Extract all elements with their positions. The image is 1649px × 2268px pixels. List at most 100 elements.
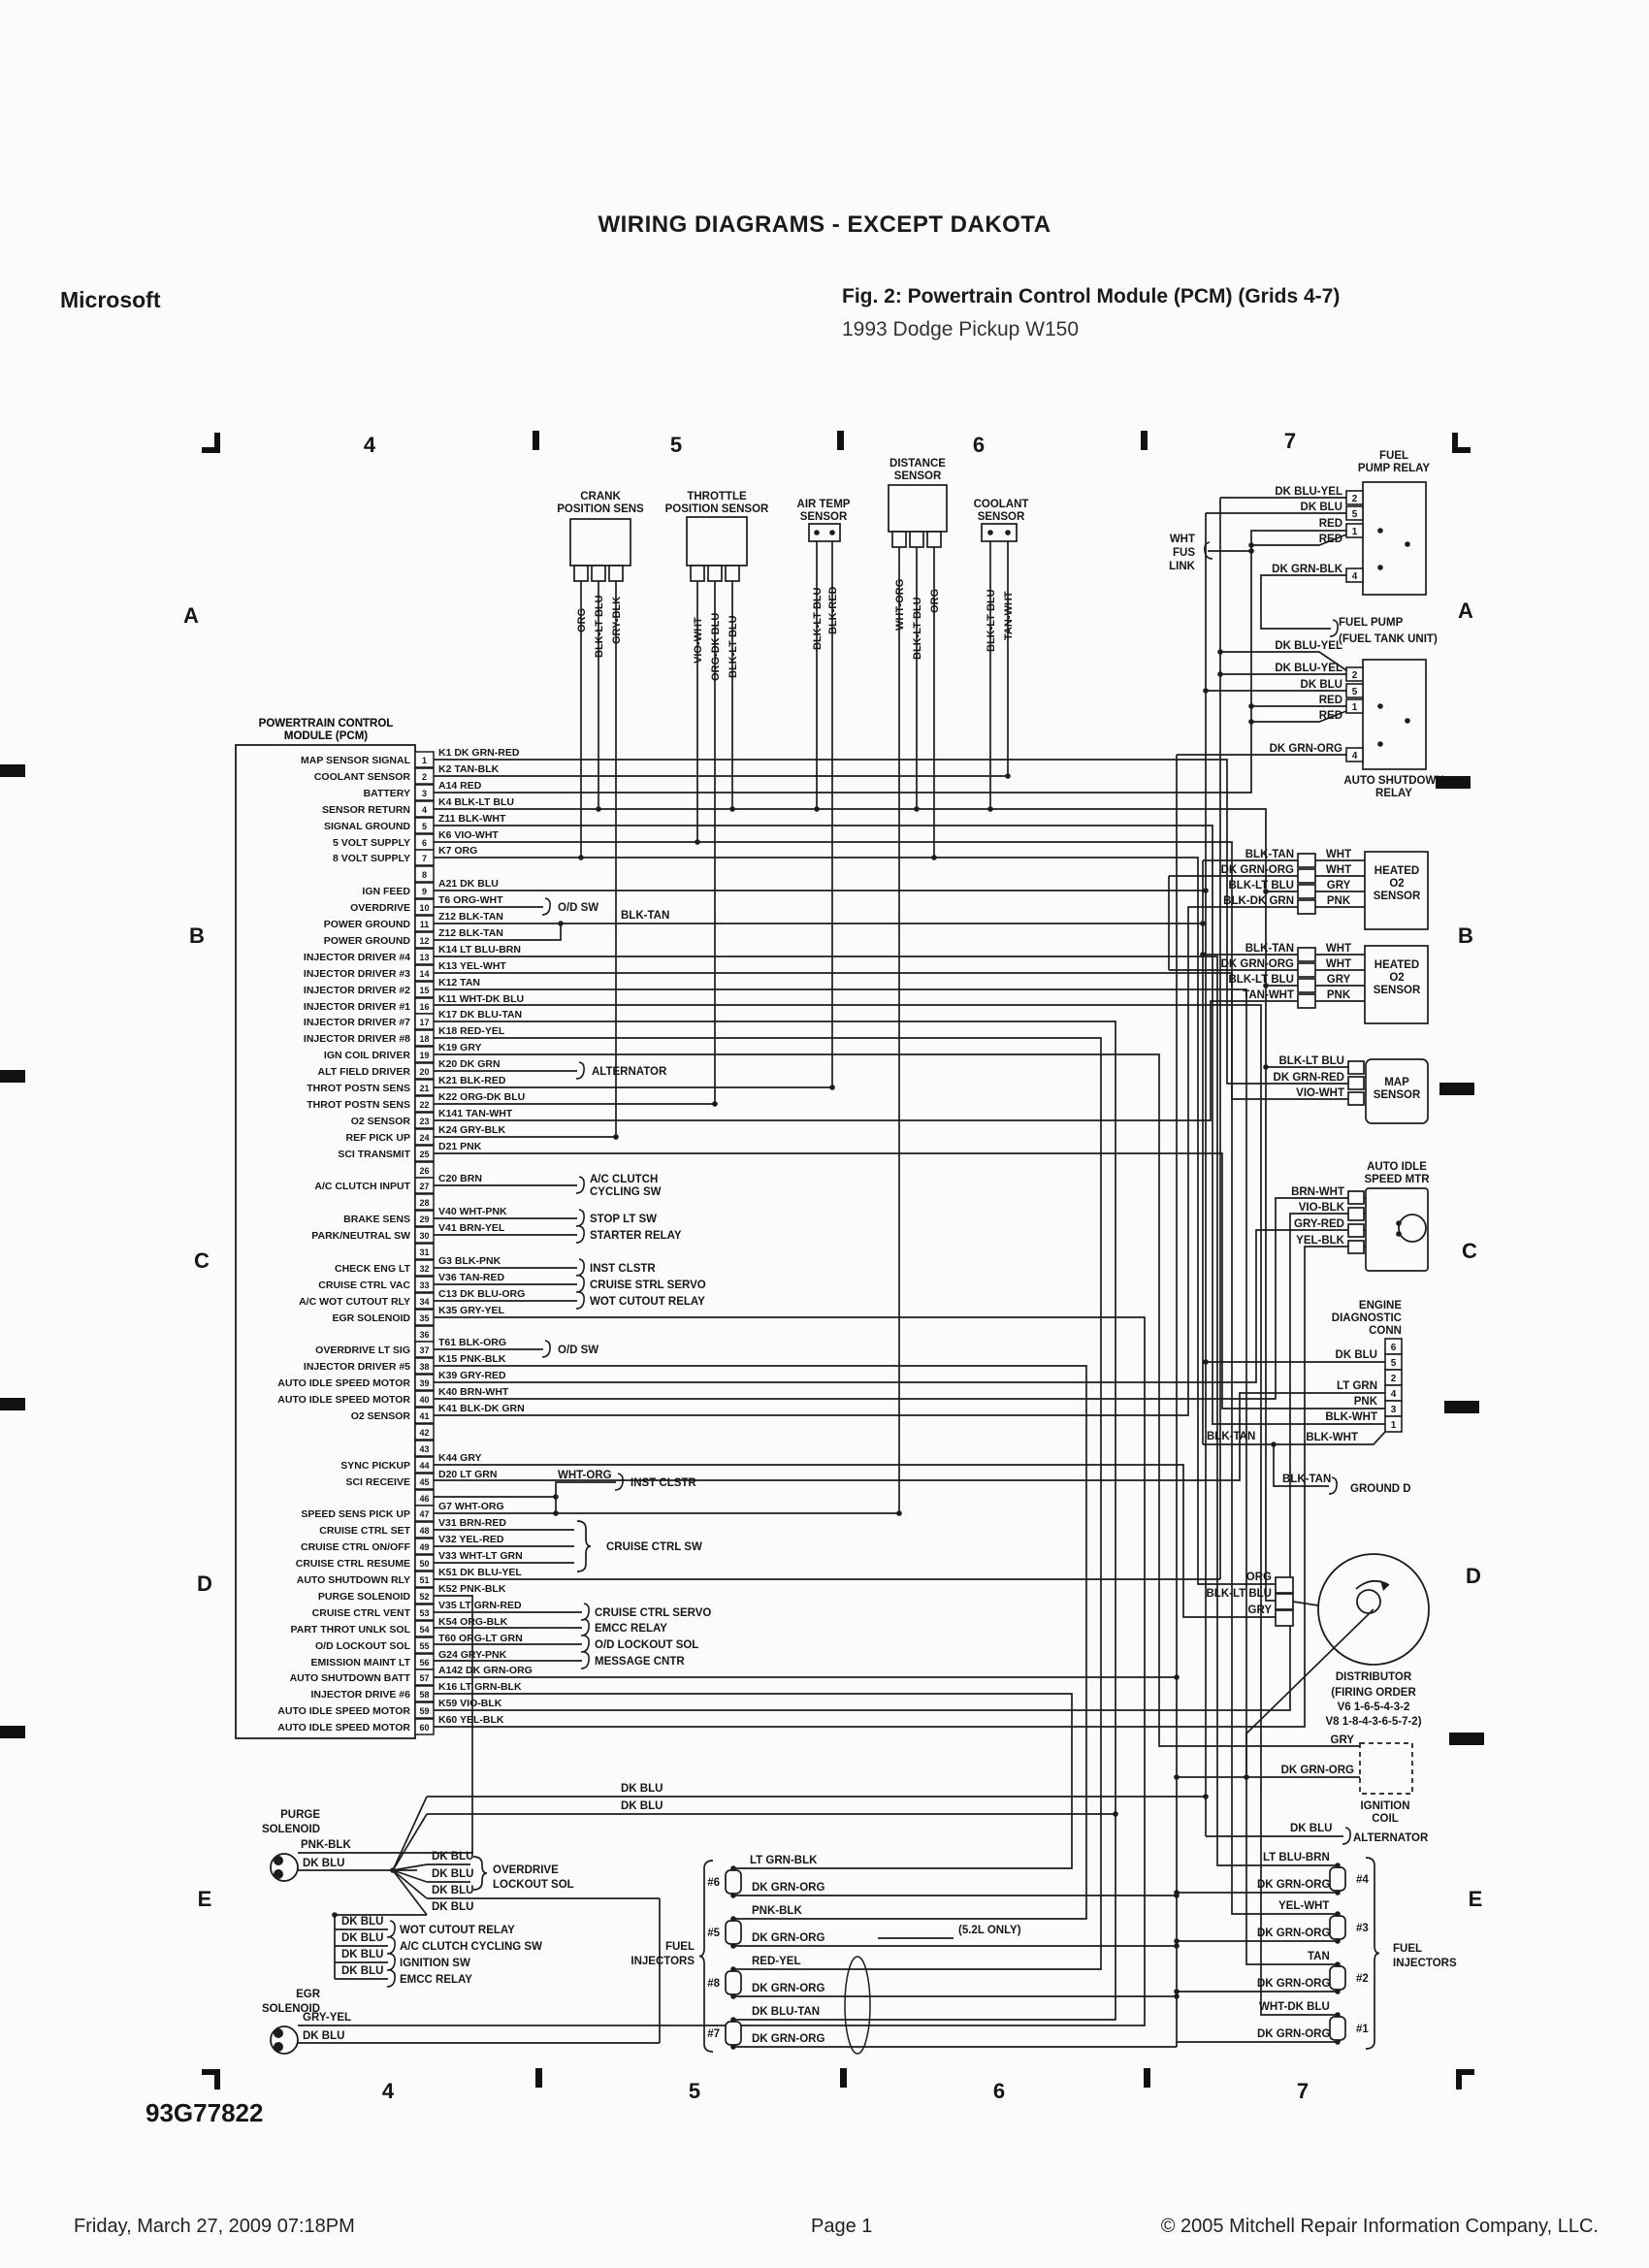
pcm-pin-function: O2 SENSOR <box>351 1410 411 1422</box>
junction-dot <box>914 806 920 812</box>
diagram-label: PNK <box>1327 895 1351 907</box>
wire <box>434 1000 1298 1121</box>
pcm-wire-label: G24 GRY-PNK <box>438 1649 507 1661</box>
diagram-label: WHT <box>1326 864 1351 876</box>
pcm-pin-box <box>414 948 435 965</box>
pcm-pin-function: EGR SOLENOID <box>332 1312 410 1324</box>
pcm-pin-number: 45 <box>419 1477 429 1487</box>
diagram-label: RED <box>1319 695 1342 706</box>
component-box <box>1347 1076 1365 1090</box>
component-box <box>1364 851 1429 930</box>
diagram-label: DK BLU <box>303 1858 344 1869</box>
pcm-pin-function: IGN FEED <box>362 886 410 897</box>
diagram-label: ALTERNATOR <box>1353 1832 1429 1844</box>
diagram-label: BLK-LT BLU <box>986 589 997 652</box>
diagram-label: GRY <box>1248 1604 1273 1616</box>
pcm-pin-box <box>414 1128 435 1146</box>
diagram-label: BLK-LT BLU <box>1207 1588 1273 1600</box>
component-box <box>1297 899 1316 915</box>
junction-dot <box>730 2044 736 2050</box>
registration-mark <box>0 1070 25 1083</box>
wire <box>1292 1601 1319 1606</box>
junction-dot <box>578 855 584 860</box>
junction-dot <box>1263 889 1269 894</box>
pcm-pin-number: 32 <box>419 1264 429 1274</box>
junction-dot <box>1203 1794 1209 1799</box>
pin-box <box>1345 747 1364 762</box>
pcm-pin-function: CRUISE CTRL VAC <box>318 1280 410 1291</box>
pcm-wire-label: D21 PNK <box>438 1141 482 1152</box>
footer-page-number: Page 1 <box>811 2216 873 2237</box>
pcm-wire-label: Z12 BLK-TAN <box>438 911 503 923</box>
diagram-label: STOP LT SW <box>590 1214 657 1225</box>
diagram-label: FUEL <box>1379 450 1408 462</box>
wire <box>434 1021 1116 2021</box>
diagram-label: INST CLSTR <box>630 1477 696 1489</box>
diagram-label: GRY-BLK <box>611 597 623 644</box>
pcm-pin-box <box>414 784 435 801</box>
diagram-label: ORG <box>1246 1571 1272 1583</box>
pcm-wire-label: V31 BRN-RED <box>438 1517 506 1529</box>
pcm-pin-function: AUTO SHUTDOWN RLY <box>297 1574 410 1586</box>
component-box <box>1329 1866 1346 1892</box>
pcm-pin-number: 42 <box>419 1428 429 1438</box>
diagram-label: O/D SW <box>558 902 598 914</box>
diagram-label: DK GRN-RED <box>1274 1072 1344 1084</box>
pcm-pin-number: 5 <box>422 822 427 831</box>
diagram-label: STARTER RELAY <box>590 1230 682 1242</box>
wire <box>434 808 1276 1602</box>
junction-dot <box>1335 1989 1341 1994</box>
grid-corner-mark <box>202 2069 220 2090</box>
junction-dot <box>1217 671 1223 677</box>
diagram-label: BLK-LT BLU <box>812 587 824 650</box>
pcm-pin-number: 29 <box>419 1215 429 1224</box>
pcm-pin-number: 35 <box>419 1313 429 1323</box>
diagram-label: VIO-WHT <box>1296 1087 1344 1099</box>
pcm-wire-label: K15 PNK-BLK <box>438 1353 506 1365</box>
pcm-pin-number: 39 <box>419 1378 429 1388</box>
pcm-pin-number: 48 <box>419 1526 429 1536</box>
pcm-pin-function: A/C CLUTCH INPUT <box>314 1181 410 1192</box>
pcm-pin-box <box>414 1210 435 1227</box>
junction-dot <box>1248 719 1254 725</box>
component-box <box>725 2021 742 2046</box>
component-box <box>891 531 907 548</box>
pin-number: 5 <box>1352 687 1358 697</box>
junction-dot <box>1113 1811 1118 1817</box>
pcm-pin-function: INJECTOR DRIVER #1 <box>304 1001 410 1013</box>
junction-dot <box>729 806 735 812</box>
diagram-label: LOCKOUT SOL <box>493 1879 574 1891</box>
callout-hook <box>386 1936 396 1955</box>
pin-box <box>1345 683 1364 698</box>
pcm-pin-box <box>414 1390 435 1408</box>
diagram-label: GRY-RED <box>1294 1218 1344 1230</box>
diagram-label: WHT-ORG <box>558 1470 612 1481</box>
diagram-label: RED <box>1319 710 1342 722</box>
pcm-pin-function: INJECTOR DRIVER #2 <box>304 985 410 996</box>
component-box <box>591 565 606 582</box>
diagram-label: BLK-WHT <box>1325 1411 1377 1423</box>
pcm-pin-number: 46 <box>419 1494 429 1504</box>
pcm-pin-function: COOLANT SENSOR <box>314 771 411 783</box>
pcm-pin-function: PURGE SOLENOID <box>318 1591 411 1603</box>
pcm-wire-label: K19 GRY <box>438 1042 482 1053</box>
diagram-label: INJECTORS <box>1393 1958 1457 1969</box>
diagram-label: WHT <box>1326 943 1351 955</box>
wire <box>434 1365 1087 1920</box>
diagram-label: DK BLU-YEL <box>1275 640 1342 652</box>
pcm-wire-label: C13 DK BLU-ORG <box>438 1288 525 1300</box>
wire <box>434 988 1338 1965</box>
component-circle <box>1356 1589 1381 1614</box>
diagram-label: YEL-BLK <box>1296 1235 1345 1247</box>
diagram-label: MAP <box>1384 1077 1409 1088</box>
diagram-label: 4 <box>364 433 376 457</box>
diagram-label: DK GRN-ORG <box>1257 1928 1330 1939</box>
junction-dot <box>1405 718 1410 724</box>
diagram-label: DK BLU-TAN <box>752 2006 820 2018</box>
diagram-label: BLK-WHT <box>1306 1432 1358 1443</box>
junction-dot <box>332 1912 338 1918</box>
diagram-label: DK BLU <box>341 1932 383 1944</box>
junction-dot <box>1174 1989 1180 1994</box>
diagram-label: LT GRN-BLK <box>750 1855 818 1866</box>
junction-dot <box>1377 528 1383 534</box>
